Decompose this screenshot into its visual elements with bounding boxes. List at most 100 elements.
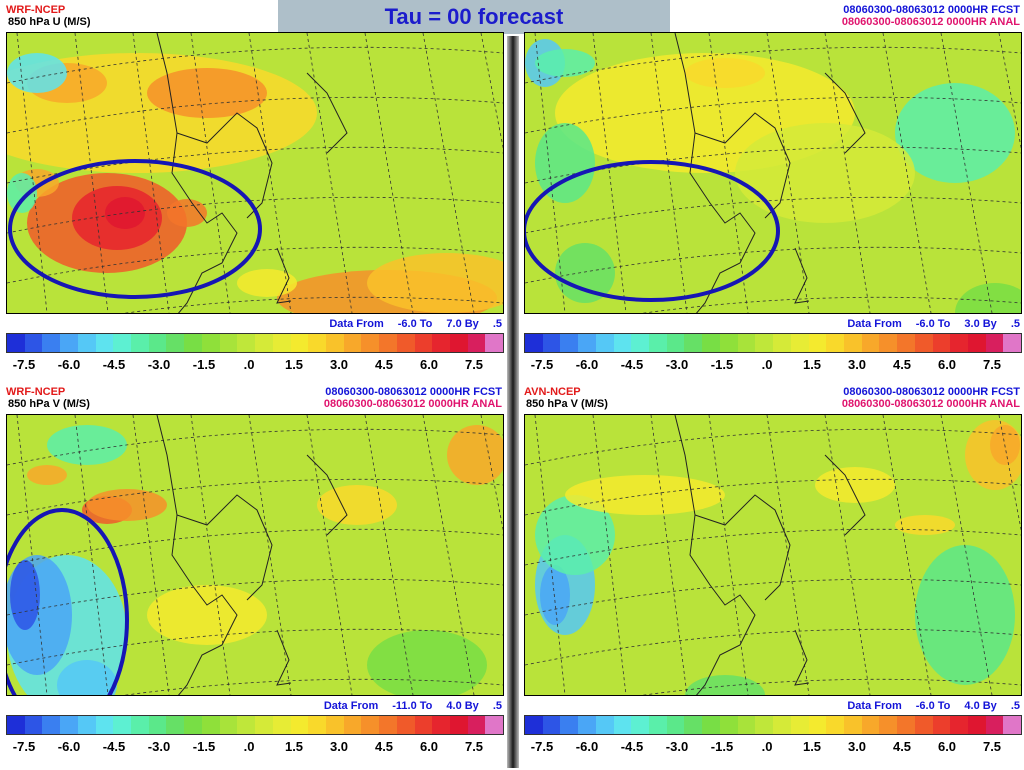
colorbar-swatch bbox=[60, 716, 78, 734]
colorbar-swatch bbox=[113, 334, 132, 352]
colorbar-swatch bbox=[184, 334, 202, 352]
panel-avn-u: 08060300-08063012 0000HR FCST 08060300-0… bbox=[524, 4, 1022, 388]
colorbar-swatch bbox=[449, 334, 468, 352]
field-contour bbox=[815, 467, 895, 503]
panel-wrf-u: WRF-NCEP 850 hPa U (M/S) Data From -6.0 T… bbox=[6, 4, 504, 388]
field-contour bbox=[535, 123, 595, 203]
colorbar-swatch bbox=[560, 334, 579, 352]
colorbar-tick-label: 4.5 bbox=[892, 739, 912, 754]
colorbar-swatch bbox=[932, 716, 951, 734]
colorbar-tick-label: -3.0 bbox=[147, 739, 171, 754]
map-field bbox=[6, 32, 504, 314]
colorbar-swatch bbox=[201, 716, 220, 734]
colorbar-swatch bbox=[666, 716, 685, 734]
range-from-label: Data From bbox=[329, 318, 384, 330]
colorbar-swatch bbox=[879, 716, 898, 734]
colorbar-swatch bbox=[826, 334, 844, 352]
center-divider bbox=[507, 36, 519, 768]
map-svg bbox=[7, 415, 503, 695]
variable-label: 850 hPa U (M/S) bbox=[8, 16, 91, 28]
range-to: 3.0 By bbox=[964, 318, 997, 330]
range-from-label: Data From bbox=[323, 700, 379, 712]
colorbar-tick-label: -6.0 bbox=[57, 357, 81, 372]
field-contour bbox=[237, 269, 297, 297]
range-to: 4.0 By bbox=[964, 700, 997, 712]
field-contour bbox=[147, 68, 267, 118]
colorbar-swatch bbox=[843, 716, 862, 734]
field-contour bbox=[7, 173, 37, 213]
colorbar-swatch bbox=[7, 716, 25, 734]
colorbar-swatch bbox=[826, 716, 844, 734]
colorbar-swatch bbox=[272, 334, 291, 352]
colorbar-swatch bbox=[343, 716, 362, 734]
colorbar-swatch bbox=[148, 334, 167, 352]
field-contour bbox=[367, 630, 487, 695]
colorbar-tick-label: 1.5 bbox=[802, 357, 822, 372]
field-contour bbox=[895, 515, 955, 535]
colorbar-swatch bbox=[755, 716, 774, 734]
coastline bbox=[156, 415, 348, 695]
colorbar-swatch bbox=[649, 334, 667, 352]
field-contour bbox=[915, 545, 1015, 685]
colorbar-swatch bbox=[95, 334, 114, 352]
colorbar-tick-label: 7.5 bbox=[982, 739, 1002, 754]
colorbar-swatch bbox=[950, 334, 968, 352]
colorbar-swatch bbox=[595, 716, 614, 734]
field-contour bbox=[7, 53, 67, 93]
field-contour bbox=[540, 565, 570, 625]
colorbar-swatch bbox=[290, 716, 309, 734]
colorbar-swatch bbox=[790, 334, 809, 352]
colorbar-tick-label: -7.5 bbox=[530, 357, 554, 372]
colorbar-swatch bbox=[396, 716, 415, 734]
colorbar-swatch bbox=[255, 716, 273, 734]
colorbar-swatch bbox=[60, 334, 78, 352]
field-contour bbox=[535, 49, 595, 77]
map-field bbox=[524, 414, 1022, 696]
colorbar-swatch bbox=[24, 716, 43, 734]
field-contour bbox=[685, 58, 765, 88]
colorbar-tick-label: -1.5 bbox=[710, 357, 734, 372]
colorbar-swatch bbox=[737, 334, 756, 352]
colorbar-swatch bbox=[879, 334, 898, 352]
colorbar-swatch bbox=[290, 334, 309, 352]
colorbar-swatch bbox=[396, 334, 415, 352]
colorbar-swatch bbox=[666, 334, 685, 352]
colorbar-swatch bbox=[166, 716, 185, 734]
colorbar bbox=[524, 715, 1022, 735]
map-svg bbox=[525, 33, 1021, 313]
colorbar-tick-label: -6.0 bbox=[57, 739, 81, 754]
colorbar-swatch bbox=[272, 716, 291, 734]
analysis-label: 08060300-08063012 0000HR ANAL bbox=[323, 398, 502, 410]
range-from: -6.0 To bbox=[915, 700, 951, 712]
colorbar-swatch bbox=[414, 716, 433, 734]
colorbar-swatch bbox=[578, 334, 596, 352]
colorbar-tick-label: 3.0 bbox=[847, 739, 867, 754]
colorbar-swatch bbox=[542, 716, 561, 734]
colorbar-ticks: -7.5 -6.0 -4.5 -3.0 -1.5 .0 1.5 3.0 4.5 6.0 7.5 bbox=[6, 357, 504, 375]
colorbar-swatch bbox=[113, 716, 132, 734]
colorbar-swatch bbox=[24, 334, 43, 352]
field-contour bbox=[685, 675, 765, 695]
colorbar-swatch bbox=[237, 334, 256, 352]
field-contour bbox=[147, 585, 267, 645]
colorbar-swatch bbox=[414, 334, 433, 352]
colorbar-tick-label: -1.5 bbox=[192, 357, 216, 372]
colorbar-tick-label: 1.5 bbox=[802, 739, 822, 754]
colorbar-swatch bbox=[613, 334, 632, 352]
colorbar-swatch bbox=[95, 716, 114, 734]
colorbar-swatch bbox=[361, 716, 380, 734]
colorbar-swatch bbox=[42, 334, 61, 352]
colorbar-swatch bbox=[361, 334, 380, 352]
range-from: -11.0 To bbox=[392, 700, 433, 712]
analysis-label: 08060300-08063012 0000HR ANAL bbox=[841, 16, 1020, 28]
colorbar-ticks: -7.5 -6.0 -4.5 -3.0 -1.5 .0 1.5 3.0 4.5 6.0 7.5 bbox=[524, 357, 1022, 375]
colorbar-tick-label: 4.5 bbox=[892, 357, 912, 372]
colorbar-swatch bbox=[702, 334, 720, 352]
field-contour bbox=[735, 123, 915, 223]
analysis-label: 08060300-08063012 0000HR ANAL bbox=[841, 398, 1020, 410]
colorbar-tick-label: -4.5 bbox=[102, 739, 126, 754]
field-contour bbox=[895, 83, 1015, 183]
variable-label: 850 hPa V (M/S) bbox=[526, 398, 608, 410]
range-from-label: Data From bbox=[847, 700, 902, 712]
model-label: AVN-NCEP bbox=[524, 386, 581, 398]
